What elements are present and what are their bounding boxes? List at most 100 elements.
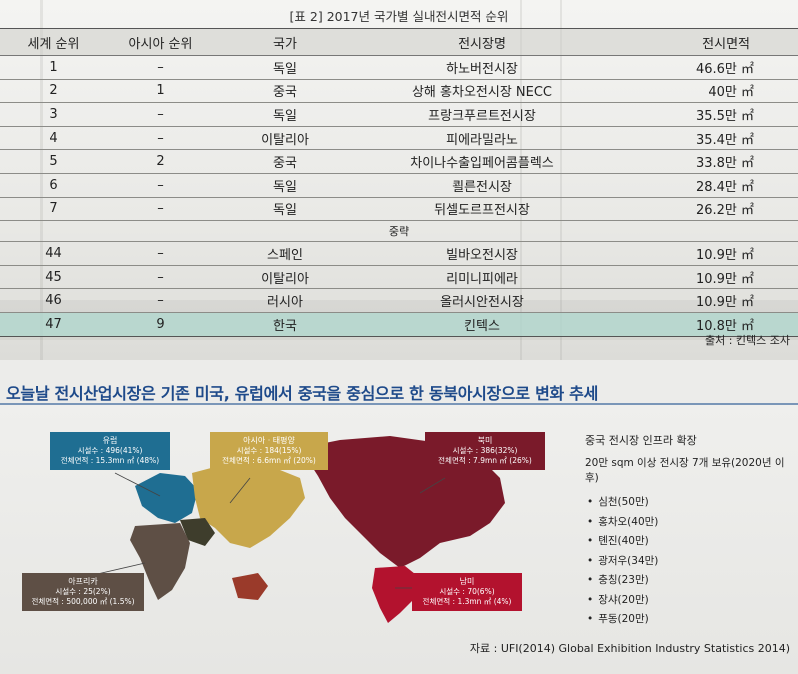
callout-samerica-title: 남미 (459, 577, 475, 586)
cell: 독일 (214, 173, 356, 198)
list-item: • 장샤(20만) (587, 592, 798, 612)
cell: 하노버전시장 (356, 55, 608, 80)
list-item-label: 톈진(40만) (598, 535, 649, 547)
callout-south-america: 남미 시설수 : 70(6%) 전체면적 : 1.3mn ㎡ (4%) (412, 573, 522, 611)
callout-namerica-line1: 시설수 : 386(32%) (452, 446, 518, 455)
callout-asia-line1: 시설수 : 184(15%) (236, 446, 302, 455)
callout-namerica-line2: 전체면적 : 7.9mn ㎡ (26%) (438, 456, 532, 465)
callout-africa-line2: 전체면적 : 500,000 ㎡ (1.5%) (31, 597, 135, 606)
table-row: 5 2 중국 차이나수출입페어콤플렉스 33.8만 ㎡ (0, 149, 798, 174)
cell: 킨텍스 (356, 312, 608, 337)
bullet-icon: • (587, 574, 594, 586)
cell: 47 (0, 312, 107, 337)
headline-rule (0, 403, 798, 405)
cell: 올러시안전시장 (356, 288, 608, 313)
callout-europe: 유럽 시설수 : 496(41%) 전체면적 : 15.3mn ㎡ (48%) (50, 432, 170, 470)
table-row: 2 1 중국 상해 홍차오전시장 NECC 40만 ㎡ (0, 79, 798, 104)
callout-north-america: 북미 시설수 : 386(32%) 전체면적 : 7.9mn ㎡ (26%) (425, 432, 545, 470)
china-infra-subtitle: 20만 sqm 이상 전시장 7개 보유(2020년 이후) (585, 457, 785, 484)
bullet-icon: • (587, 496, 594, 508)
callout-asia-line2: 전체면적 : 6.6mn ㎡ (20%) (222, 456, 316, 465)
ranking-table: 세계 순위 아시아 순위 국가 전시장명 전시면적 1 – 독일 하노버전시장 … (0, 28, 798, 337)
cell: 상해 홍차오전시장 NECC (356, 79, 608, 104)
list-item: • 광저우(34만) (587, 553, 798, 573)
cell: – (107, 265, 214, 290)
cell: 7 (0, 197, 107, 222)
china-infra-list: • 심천(50만) • 홍차오(40만) • 톈진(40만) • 광저우(34만) • 충… (585, 494, 798, 631)
cell: 1 (0, 55, 107, 80)
africa-shape (130, 523, 190, 600)
table-row: 7 – 독일 뒤셀도르프전시장 26.2만 ㎡ (0, 197, 798, 222)
cell: 리미니피에라 (356, 265, 608, 290)
list-item-label: 심천(50만) (598, 496, 649, 508)
cell: 9 (107, 312, 214, 337)
callout-asia: 아시아 · 태평양 시설수 : 184(15%) 전체면적 : 6.6mn ㎡ … (210, 432, 328, 470)
omitted-label: 중략 (0, 220, 798, 243)
cell: 빌바오전시장 (356, 241, 608, 266)
cell: 26.2만 ㎡ (608, 197, 798, 222)
table-header-row: 세계 순위 아시아 순위 국가 전시장명 전시면적 (0, 28, 798, 56)
cell: – (107, 55, 214, 80)
cell: 44 (0, 241, 107, 266)
col-header-country: 국가 (214, 28, 356, 56)
table-row: 46 – 러시아 올러시안전시장 10.9만 ㎡ (0, 288, 798, 313)
cell: 46.6만 ㎡ (608, 55, 798, 80)
cell: 45 (0, 265, 107, 290)
cell: 쾰른전시장 (356, 173, 608, 198)
cell: 피에라밀라노 (356, 126, 608, 151)
cell: 10.8만 ㎡ (608, 312, 798, 337)
bullet-icon: • (587, 535, 594, 547)
cell: 독일 (214, 102, 356, 127)
cell: – (107, 126, 214, 151)
omitted-row: 중략 (0, 220, 798, 243)
world-map: 유럽 시설수 : 496(41%) 전체면적 : 15.3mn ㎡ (48%) … (0, 418, 570, 628)
cell: 35.4만 ㎡ (608, 126, 798, 151)
callout-samerica-line1: 시설수 : 70(6%) (439, 587, 495, 596)
cell: 차이나수출입페어콤플렉스 (356, 149, 608, 174)
bullet-icon: • (587, 554, 594, 567)
callout-europe-title: 유럽 (102, 436, 118, 445)
cell: 6 (0, 173, 107, 198)
cell: 중국 (214, 149, 356, 174)
table-row: 4 – 이탈리아 피에라밀라노 35.4만 ㎡ (0, 126, 798, 151)
cell: 3 (0, 102, 107, 127)
list-item-label: 광저우(34만) (598, 554, 659, 567)
table-row: 6 – 독일 쾰른전시장 28.4만 ㎡ (0, 173, 798, 198)
cell: 한국 (214, 312, 356, 337)
cell: 독일 (214, 197, 356, 222)
callout-asia-title: 아시아 · 태평양 (243, 436, 295, 445)
list-item: • 홍차오(40만) (587, 514, 798, 534)
bullet-icon: • (587, 593, 594, 606)
table-row: 44 – 스페인 빌바오전시장 10.9만 ㎡ (0, 241, 798, 266)
cell: 33.8만 ㎡ (608, 149, 798, 174)
bullet-icon: • (587, 613, 594, 625)
leader-namerica (419, 477, 446, 494)
list-item: • 푸동(20만) (587, 611, 798, 631)
callout-namerica-title: 북미 (477, 436, 493, 445)
cell: 10.9만 ㎡ (608, 288, 798, 313)
cell: – (107, 241, 214, 266)
cell: 이탈리아 (214, 126, 356, 151)
col-header-area: 전시면적 (608, 28, 798, 56)
cell: – (107, 197, 214, 222)
cell: 5 (0, 149, 107, 174)
callout-africa-line1: 시설수 : 25(2%) (55, 587, 111, 596)
table-row: 1 – 독일 하노버전시장 46.6만 ㎡ (0, 55, 798, 80)
table-row: 45 – 이탈리아 리미니피에라 10.9만 ㎡ (0, 265, 798, 290)
cell: 스페인 (214, 241, 356, 266)
table-row-highlight-korea: 47 9 한국 킨텍스 10.8만 ㎡ (0, 312, 798, 337)
cell: 10.9만 ㎡ (608, 241, 798, 266)
china-infra-panel: 중국 전시장 인프라 확장 20만 sqm 이상 전시장 7개 보유(2020년… (585, 432, 798, 631)
bullet-icon: • (587, 515, 594, 528)
cell: 2 (0, 79, 107, 104)
callout-samerica-line2: 전체면적 : 1.3mn ㎡ (4%) (422, 597, 512, 606)
cell: 4 (0, 126, 107, 151)
cell: – (107, 288, 214, 313)
cell: 40만 ㎡ (608, 79, 798, 104)
middle-east-shape (180, 518, 215, 546)
cell: – (107, 102, 214, 127)
table-row: 3 – 독일 프랑크푸르트전시장 35.5만 ㎡ (0, 102, 798, 127)
cell: 러시아 (214, 288, 356, 313)
list-item: • 충칭(23만) (587, 572, 798, 592)
cell: 뒤셀도르프전시장 (356, 197, 608, 222)
